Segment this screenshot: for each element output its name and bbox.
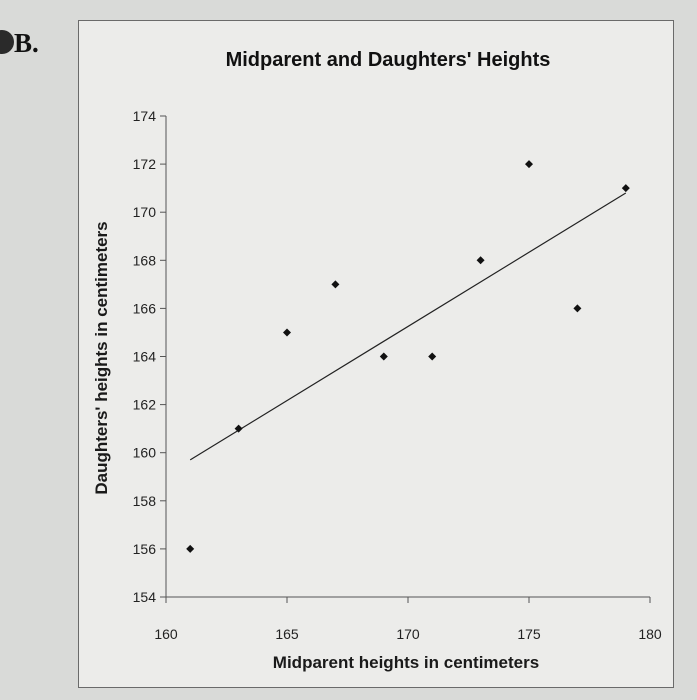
data-point	[186, 544, 195, 553]
x-axis-title: Midparent heights in centimeters	[273, 653, 539, 672]
data-point	[283, 328, 291, 337]
data-point	[476, 256, 485, 265]
y-tick-label: 160	[133, 445, 157, 461]
tick-labels: 154 156 158 160 162 164 166 168 170 172 174 160 165 1…	[133, 108, 662, 642]
data-point	[331, 280, 340, 289]
data-point	[573, 304, 582, 313]
y-axis-title: Daughters' heights in centimeters	[92, 221, 111, 494]
selected-radio-icon[interactable]	[0, 30, 14, 54]
data-point	[234, 424, 243, 433]
y-tick-label: 154	[133, 589, 157, 605]
option-letter: B.	[14, 28, 39, 58]
axes	[160, 115, 651, 603]
y-tick-label: 164	[133, 349, 157, 365]
y-tick-label: 174	[133, 108, 157, 124]
y-tick-label: 170	[133, 204, 157, 220]
x-tick-label: 175	[517, 626, 541, 642]
data-point	[525, 160, 533, 169]
trendline-group	[189, 192, 627, 461]
data-point	[379, 352, 388, 361]
y-tick-label: 156	[133, 541, 157, 557]
y-tick-label: 166	[133, 300, 157, 316]
data-point	[428, 352, 437, 361]
y-tick-label: 162	[133, 397, 157, 413]
y-tick-label: 172	[133, 156, 157, 172]
y-tick-label: 158	[133, 493, 157, 509]
chart-frame	[78, 20, 674, 688]
x-tick-label: 160	[154, 626, 178, 642]
x-tick-label: 180	[638, 626, 662, 642]
x-tick-label: 165	[275, 626, 299, 642]
y-tick-label: 168	[133, 252, 157, 268]
trendline	[189, 192, 627, 461]
x-tick-label: 170	[396, 626, 420, 642]
chart-title: Midparent and Daughters' Heights	[226, 49, 551, 71]
data-points	[186, 160, 630, 553]
data-point	[621, 184, 630, 193]
